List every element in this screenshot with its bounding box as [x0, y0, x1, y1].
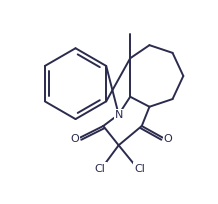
Text: O: O — [70, 133, 79, 143]
Text: Cl: Cl — [95, 163, 106, 173]
Text: O: O — [164, 133, 172, 143]
Text: Cl: Cl — [134, 163, 145, 173]
Text: N: N — [114, 110, 123, 120]
